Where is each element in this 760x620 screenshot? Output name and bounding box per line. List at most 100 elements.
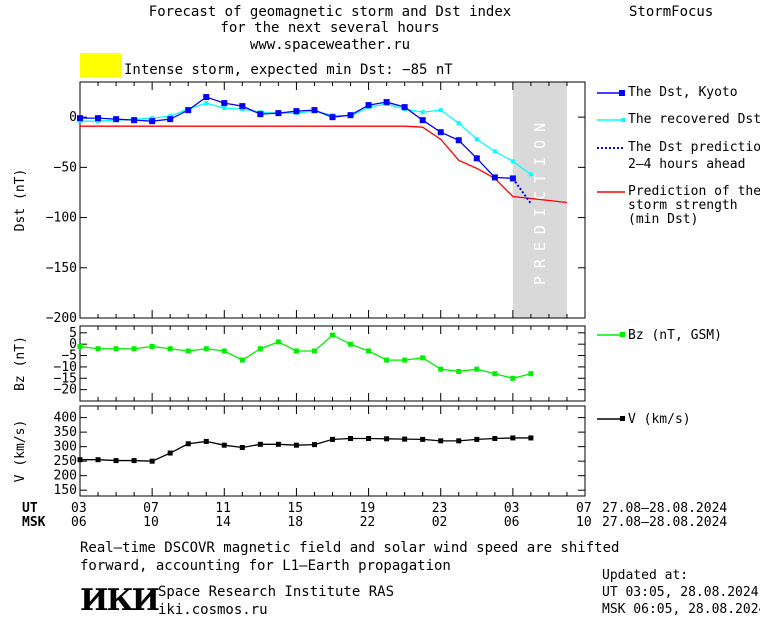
storm-level-indicator <box>80 53 121 77</box>
ut-date-range: 27.08–28.08.2024 <box>602 501 728 516</box>
bz-point <box>438 366 444 372</box>
legend-bz-marker <box>620 332 625 337</box>
dst-kyoto-point <box>203 94 210 101</box>
dst-recovered-point <box>96 119 101 124</box>
storm-status-text: Intense storm, expected min Dst: −85 nT <box>124 62 453 78</box>
dst-kyoto-point <box>455 137 462 144</box>
v-point <box>402 436 408 442</box>
msk-tick-label: 10 <box>143 515 159 530</box>
v-line <box>80 437 531 462</box>
storm-strength-line <box>80 125 568 204</box>
bz-point <box>366 348 372 354</box>
legend-v-marker <box>620 416 625 421</box>
dst-kyoto-point <box>473 155 480 162</box>
iki-logo: ИКИ <box>80 583 160 618</box>
ut-tick-label: 03 <box>71 501 87 516</box>
msk-tick-label: 22 <box>359 515 376 530</box>
bz-ytick-label: −20 <box>54 383 77 398</box>
v-ytick-label: 300 <box>54 440 77 455</box>
bz-point <box>221 348 227 354</box>
dst-ytick-label: −150 <box>46 261 77 276</box>
dst-kyoto-point <box>275 110 282 117</box>
legend-dst-kyoto: The Dst, Kyoto <box>628 85 738 100</box>
bz-point <box>492 371 498 377</box>
dst-recovered-point <box>150 116 155 121</box>
footer-note-line2: forward, accounting for L1–Earth propaga… <box>80 558 451 574</box>
v-axis-label: V (km/s) <box>13 420 28 483</box>
dst-kyoto-point <box>365 102 372 109</box>
bz-ytick-label: −15 <box>54 371 77 386</box>
institute-name: Space Research Institute RAS <box>158 584 395 600</box>
v-point <box>311 442 317 448</box>
site-url[interactable]: www.spaceweather.ru <box>249 37 411 53</box>
v-point <box>510 435 516 441</box>
legend-strength-line3: (min Dst) <box>628 212 699 227</box>
institute-site[interactable]: iki.cosmos.ru <box>158 602 268 618</box>
dst-kyoto-point <box>257 111 264 118</box>
updated-ut: UT 03:05, 28.08.2024 <box>602 585 759 600</box>
ut-tick-label: 07 <box>576 501 592 516</box>
dst-kyoto-point <box>491 174 498 181</box>
msk-tick-label: 18 <box>287 515 304 530</box>
dst-kyoto-point <box>509 175 516 182</box>
dst-kyoto-point <box>113 116 120 123</box>
dst-kyoto-point <box>131 117 138 124</box>
v-point <box>113 458 119 464</box>
legend-strength-line2: storm strength <box>628 198 738 213</box>
dst-recovered-point <box>222 106 227 111</box>
bz-point <box>257 346 263 352</box>
v-point <box>474 436 480 442</box>
v-point <box>348 436 354 442</box>
updated-label: Updated at: <box>602 568 689 583</box>
dst-kyoto-point <box>77 115 83 122</box>
v-point <box>77 457 83 463</box>
dst-recovered-point <box>78 119 82 124</box>
bz-point <box>456 368 462 374</box>
bz-point <box>402 357 408 363</box>
dst-kyoto-point <box>149 118 156 125</box>
dst-kyoto-point <box>293 108 300 115</box>
bz-line <box>79 334 532 379</box>
bz-point <box>149 343 155 349</box>
v-frame <box>79 405 586 497</box>
v-point <box>221 442 227 448</box>
dst-ytick-label: −200 <box>46 311 77 326</box>
chart-title-line1: Forecast of geomagnetic storm and Dst in… <box>148 4 512 20</box>
v-point <box>456 438 462 444</box>
brand-name: StormFocus <box>629 4 714 20</box>
dst-axis-label: Dst (nT) <box>13 169 28 232</box>
bz-point <box>77 343 83 349</box>
ut-tick-label: 23 <box>431 501 448 516</box>
v-ytick-label: 350 <box>54 425 77 440</box>
dst-kyoto-point <box>239 103 246 110</box>
v-point <box>438 438 444 444</box>
v-point <box>420 436 426 442</box>
bz-point <box>330 332 335 338</box>
v-point <box>384 436 390 442</box>
dst-recovered-point <box>510 159 515 164</box>
dst-kyoto-point <box>401 104 408 111</box>
ut-tick-label: 11 <box>215 501 231 516</box>
legend-v: V (km/s) <box>628 412 691 427</box>
v-point <box>149 458 155 464</box>
ut-tick-label: 15 <box>287 501 304 516</box>
bz-point <box>95 346 101 352</box>
dst-kyoto-point <box>311 107 318 114</box>
bz-point <box>474 366 480 372</box>
msk-tick-label: 02 <box>431 515 448 530</box>
bz-point <box>275 339 281 345</box>
v-point <box>366 436 372 442</box>
bz-point <box>185 348 191 354</box>
dst-kyoto-point <box>419 117 426 124</box>
ut-axis-label: UT <box>22 501 38 516</box>
dst-kyoto-point <box>347 112 354 119</box>
v-point <box>203 438 209 444</box>
bz-point <box>293 348 299 354</box>
dst-prediction-line <box>512 177 532 205</box>
bz-ytick-label: −5 <box>61 349 77 364</box>
legend-prediction-line1: The Dst prediction <box>628 140 760 155</box>
bz-ytick-label: 0 <box>69 337 77 352</box>
bz-point <box>113 346 119 352</box>
dst-recovered-point <box>474 137 479 142</box>
